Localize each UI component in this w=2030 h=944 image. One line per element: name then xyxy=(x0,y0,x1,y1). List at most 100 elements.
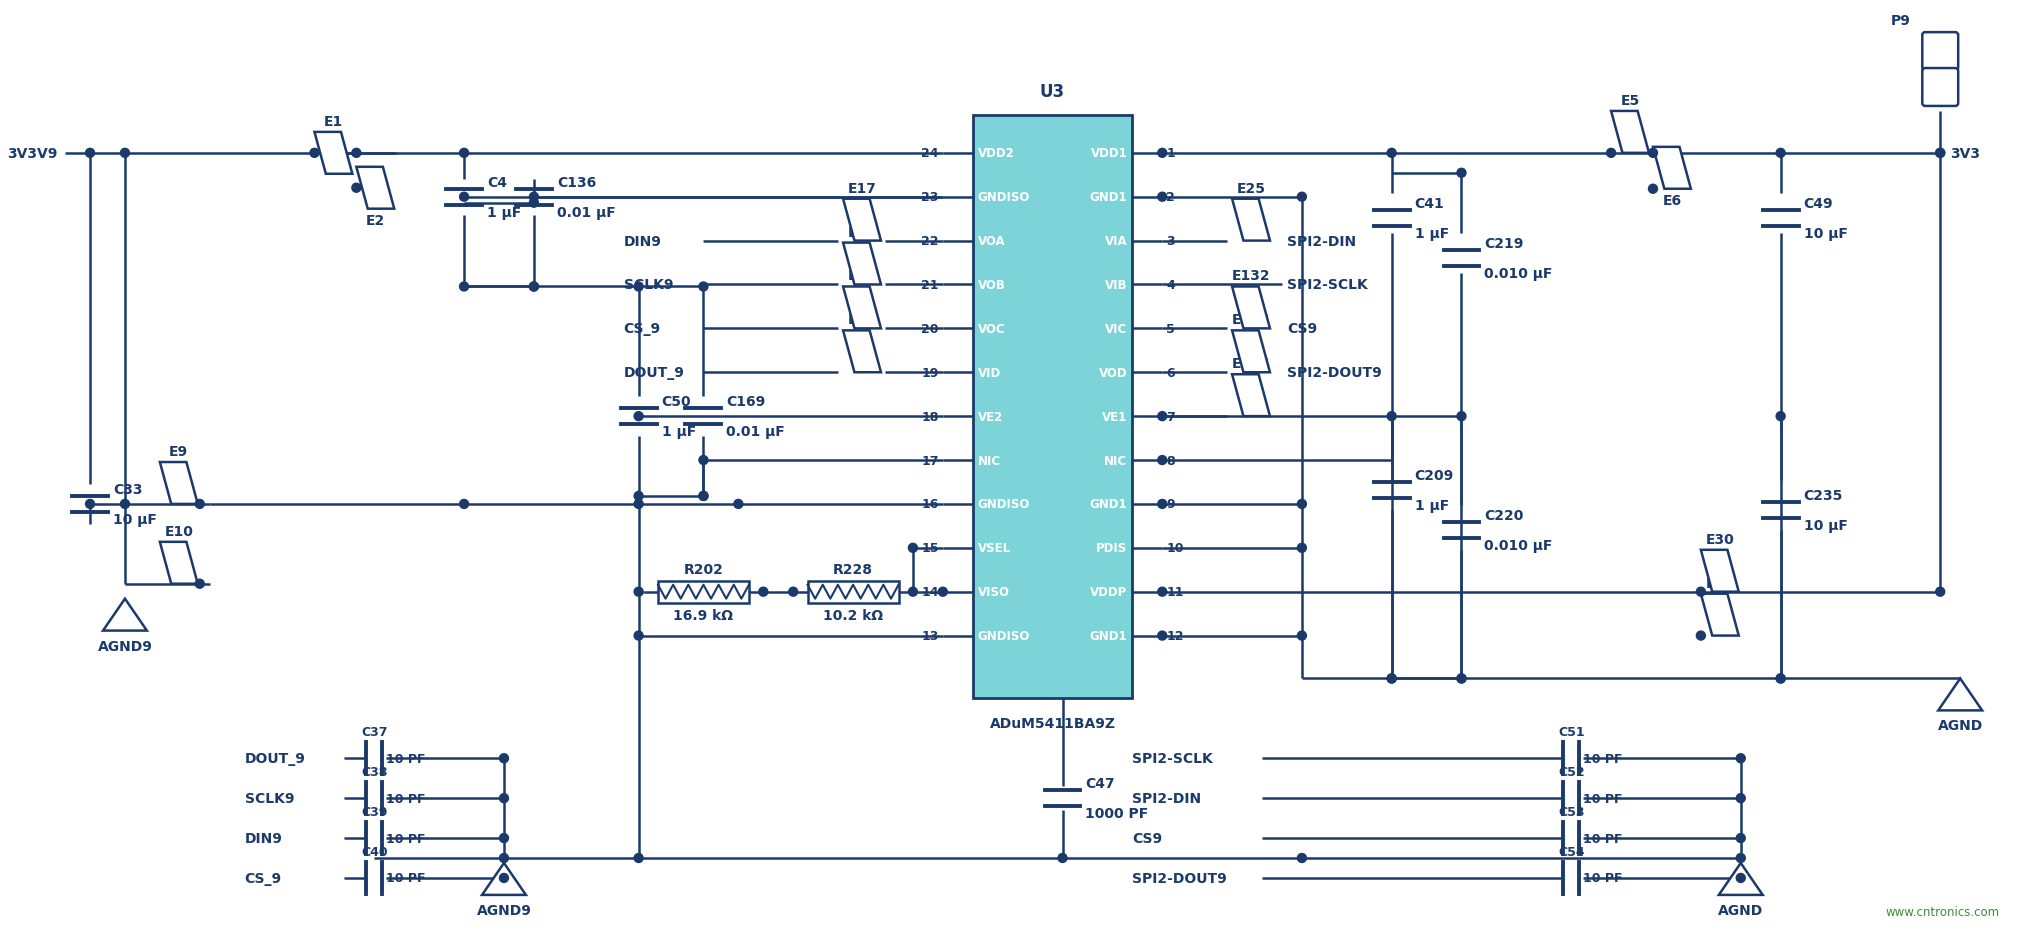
Text: C209: C209 xyxy=(1415,468,1453,482)
Text: VID: VID xyxy=(978,366,1001,379)
Text: 10: 10 xyxy=(1167,542,1183,555)
Text: 1000 PF: 1000 PF xyxy=(1086,806,1149,820)
Polygon shape xyxy=(1652,147,1691,190)
Circle shape xyxy=(907,544,918,552)
Circle shape xyxy=(120,500,130,509)
Circle shape xyxy=(633,492,644,501)
Text: C38: C38 xyxy=(361,766,388,779)
Polygon shape xyxy=(1719,863,1762,895)
Text: 11: 11 xyxy=(1167,585,1183,598)
Circle shape xyxy=(1458,674,1466,683)
Text: R228: R228 xyxy=(832,562,873,576)
Text: 8: 8 xyxy=(1167,454,1175,467)
Text: SCLK9: SCLK9 xyxy=(246,791,294,805)
Text: VDD1: VDD1 xyxy=(1090,147,1127,160)
Polygon shape xyxy=(842,199,881,242)
Text: 17: 17 xyxy=(922,454,938,467)
Text: C47: C47 xyxy=(1086,776,1114,790)
Circle shape xyxy=(1386,674,1397,683)
Text: VIA: VIA xyxy=(1104,235,1127,248)
Text: E31: E31 xyxy=(1705,576,1734,590)
Circle shape xyxy=(1386,413,1397,421)
Text: 10 PF: 10 PF xyxy=(386,832,426,845)
Circle shape xyxy=(1297,632,1307,640)
Text: 1 μF: 1 μF xyxy=(487,206,522,219)
Text: C41: C41 xyxy=(1415,196,1445,211)
Text: 23: 23 xyxy=(922,191,938,204)
Circle shape xyxy=(1458,413,1466,421)
Text: 16: 16 xyxy=(922,497,938,511)
Text: 15: 15 xyxy=(922,542,938,555)
Text: 10 PF: 10 PF xyxy=(1583,832,1622,845)
Circle shape xyxy=(499,794,508,802)
Polygon shape xyxy=(1701,594,1740,636)
Polygon shape xyxy=(160,463,197,504)
Text: AGND9: AGND9 xyxy=(477,902,532,917)
Polygon shape xyxy=(842,244,881,285)
Circle shape xyxy=(1157,500,1167,509)
Polygon shape xyxy=(1701,550,1740,592)
Text: AGND9: AGND9 xyxy=(97,639,152,653)
FancyBboxPatch shape xyxy=(1922,69,1959,107)
Text: E10: E10 xyxy=(164,524,193,538)
Text: PDIS: PDIS xyxy=(1096,542,1127,555)
Text: CS9: CS9 xyxy=(1133,831,1163,845)
Text: VOA: VOA xyxy=(978,235,1005,248)
Text: 24: 24 xyxy=(922,147,938,160)
Text: DOUT_9: DOUT_9 xyxy=(246,751,304,766)
Text: C49: C49 xyxy=(1803,196,1833,211)
Text: GNDISO: GNDISO xyxy=(978,191,1029,204)
Text: E2: E2 xyxy=(365,213,386,228)
Circle shape xyxy=(633,500,644,509)
Text: E20: E20 xyxy=(849,313,877,327)
Circle shape xyxy=(1458,169,1466,178)
Circle shape xyxy=(85,500,95,509)
Text: VISO: VISO xyxy=(978,585,1009,598)
Text: GNDISO: GNDISO xyxy=(978,630,1029,643)
Text: 10 PF: 10 PF xyxy=(386,752,426,765)
Text: 5: 5 xyxy=(1167,323,1175,335)
Circle shape xyxy=(1776,674,1784,683)
Text: 13: 13 xyxy=(922,630,938,643)
Circle shape xyxy=(459,282,469,292)
Polygon shape xyxy=(1612,111,1648,154)
Text: VOD: VOD xyxy=(1098,366,1127,379)
Text: www.cntronics.com: www.cntronics.com xyxy=(1886,905,2000,918)
Circle shape xyxy=(1736,834,1746,843)
Circle shape xyxy=(1386,149,1397,159)
Text: C54: C54 xyxy=(1557,845,1585,858)
Polygon shape xyxy=(160,542,197,584)
Circle shape xyxy=(499,834,508,843)
Text: CS_9: CS_9 xyxy=(246,871,282,885)
Text: VDD2: VDD2 xyxy=(978,147,1015,160)
Text: 10 PF: 10 PF xyxy=(386,792,426,805)
Text: 19: 19 xyxy=(922,366,938,379)
Text: 2: 2 xyxy=(1167,191,1175,204)
Circle shape xyxy=(1648,185,1656,194)
Circle shape xyxy=(1157,149,1167,159)
Circle shape xyxy=(1157,456,1167,465)
Bar xyxy=(808,582,899,603)
Circle shape xyxy=(459,149,469,159)
Text: VDDP: VDDP xyxy=(1090,585,1127,598)
Circle shape xyxy=(499,754,508,763)
Text: 20: 20 xyxy=(922,323,938,335)
Circle shape xyxy=(1776,149,1784,159)
Circle shape xyxy=(1297,193,1307,202)
Circle shape xyxy=(1458,674,1466,683)
Text: 6: 6 xyxy=(1167,366,1175,379)
Text: C136: C136 xyxy=(556,176,597,190)
Text: E5: E5 xyxy=(1620,93,1640,108)
Circle shape xyxy=(1937,587,1945,597)
Text: VOC: VOC xyxy=(978,323,1005,335)
Circle shape xyxy=(1937,149,1945,159)
Circle shape xyxy=(938,587,948,597)
Circle shape xyxy=(698,282,708,292)
Polygon shape xyxy=(357,168,394,210)
Circle shape xyxy=(1297,500,1307,509)
Text: E17: E17 xyxy=(849,181,877,195)
Polygon shape xyxy=(1939,679,1981,711)
Text: 10 PF: 10 PF xyxy=(1583,871,1622,885)
Text: 1 μF: 1 μF xyxy=(662,425,696,439)
Text: VOB: VOB xyxy=(978,278,1005,292)
